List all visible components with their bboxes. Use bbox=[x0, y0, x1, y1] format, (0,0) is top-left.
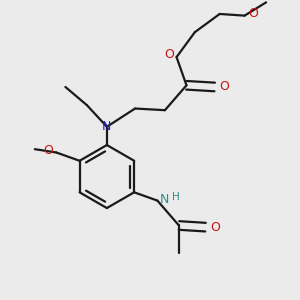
Text: O: O bbox=[248, 8, 258, 20]
Text: O: O bbox=[43, 144, 53, 157]
Text: O: O bbox=[210, 220, 220, 234]
Text: N: N bbox=[160, 194, 169, 206]
Text: H: H bbox=[172, 192, 179, 202]
Text: O: O bbox=[219, 80, 229, 94]
Text: O: O bbox=[164, 48, 174, 61]
Text: N: N bbox=[102, 120, 112, 133]
